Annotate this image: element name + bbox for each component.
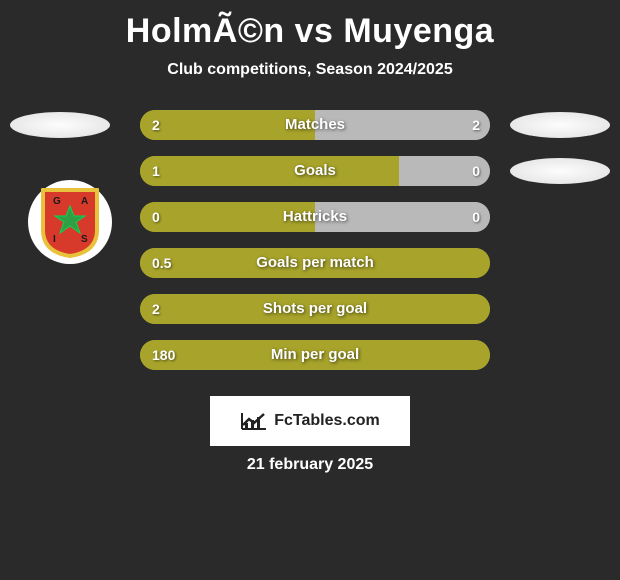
metric-row: 2Shots per goal (0, 294, 620, 324)
club-badge-left: G A I S (28, 180, 112, 264)
date-text: 21 february 2025 (0, 456, 620, 474)
page-title: HolmÃ©n vs Muyenga (0, 0, 620, 51)
metric-label: Matches (140, 110, 490, 140)
chart-icon (240, 411, 268, 431)
metric-label: Goals per match (140, 248, 490, 278)
placeholder-ellipse-right-1 (510, 112, 610, 138)
placeholder-ellipse-right-2 (510, 158, 610, 184)
attribution-box: FcTables.com (210, 396, 410, 446)
placeholder-ellipse-left (10, 112, 110, 138)
svg-text:S: S (81, 234, 88, 245)
attribution-text: FcTables.com (274, 412, 380, 430)
metric-label: Min per goal (140, 340, 490, 370)
svg-text:I: I (53, 234, 56, 245)
subtitle: Club competitions, Season 2024/2025 (0, 61, 620, 79)
club-crest-icon: G A I S (39, 186, 101, 258)
metric-row: 180Min per goal (0, 340, 620, 370)
svg-text:G: G (53, 196, 61, 207)
svg-text:A: A (81, 196, 88, 207)
metric-label: Shots per goal (140, 294, 490, 324)
metric-label: Goals (140, 156, 490, 186)
metric-label: Hattricks (140, 202, 490, 232)
